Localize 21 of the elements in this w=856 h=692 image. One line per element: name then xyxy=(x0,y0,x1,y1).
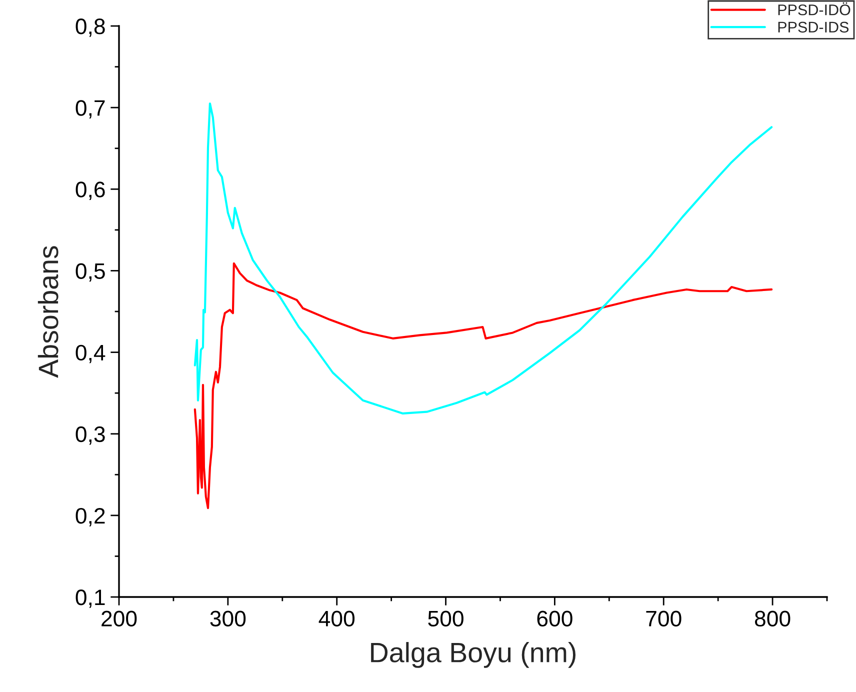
x-axis-title: Dalga Boyu (nm) xyxy=(371,642,576,668)
x-tick-label: 400 xyxy=(318,610,355,627)
x-tick-label: 300 xyxy=(210,610,246,627)
line-series xyxy=(194,262,773,510)
y-tick-label: 0,6 xyxy=(76,182,105,200)
y-tick-label: 0,1 xyxy=(76,590,105,608)
x-tick-label: 600 xyxy=(537,610,572,627)
x-tick-label: 800 xyxy=(754,610,790,627)
y-tick-label: 0,3 xyxy=(76,426,105,445)
line-series xyxy=(194,102,773,415)
y-tick-label: 0,8 xyxy=(76,18,105,37)
x-tick-label: 200 xyxy=(102,610,137,627)
y-tick-label: 0,2 xyxy=(76,508,105,526)
legend-label: PPSD-IDÖ xyxy=(778,2,850,16)
y-tick-label: 0,7 xyxy=(76,100,105,118)
y-axis-title: Absorbans xyxy=(38,246,58,378)
x-tick-label: 700 xyxy=(646,610,682,627)
y-tick-label: 0,5 xyxy=(76,263,105,282)
legend-label: PPSD-IDS xyxy=(778,22,849,33)
x-tick-label: 500 xyxy=(428,610,464,627)
y-tick-label: 0,4 xyxy=(76,344,106,364)
